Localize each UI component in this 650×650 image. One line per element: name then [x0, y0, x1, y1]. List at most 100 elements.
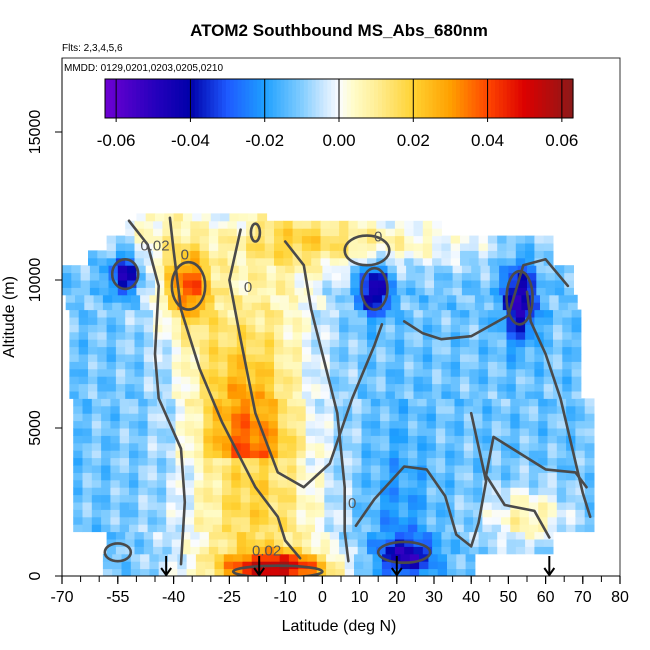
heatmap-cell	[62, 287, 72, 296]
heatmap-cell	[194, 516, 204, 525]
heatmap-cell	[71, 280, 82, 288]
heatmap-cell	[292, 539, 303, 547]
colorbar-segment	[428, 79, 434, 118]
heatmap-cell	[277, 398, 288, 407]
heatmap-cell	[547, 494, 558, 503]
heatmap-cell	[575, 457, 586, 466]
heatmap-cell	[259, 479, 269, 488]
heatmap-cell	[406, 272, 416, 281]
heatmap-cell	[404, 317, 414, 325]
heatmap-cell	[97, 383, 108, 392]
heatmap-cell	[525, 339, 535, 348]
heatmap-cell	[435, 428, 446, 436]
heatmap-cell	[73, 479, 83, 488]
heatmap-cell	[311, 257, 321, 266]
heatmap-cell	[231, 457, 242, 466]
x-axis-tick-label: 20	[388, 589, 406, 606]
heatmap-cell	[519, 428, 530, 436]
heatmap-cell	[367, 368, 377, 377]
heatmap-cell	[246, 317, 256, 325]
heatmap-cell	[508, 287, 519, 296]
heatmap-cell	[387, 265, 398, 274]
heatmap-cell	[389, 413, 400, 422]
heatmap-cell	[91, 435, 102, 444]
heatmap-cell	[208, 243, 219, 251]
heatmap-cell	[313, 272, 323, 281]
heatmap-cell	[264, 257, 275, 266]
heatmap-cell	[450, 391, 461, 399]
heatmap-cell	[428, 302, 439, 311]
heatmap-cell	[547, 524, 558, 533]
heatmap-cell	[194, 398, 204, 407]
colorbar-tick-label: 0.00	[322, 131, 355, 150]
heatmap-cell	[288, 294, 299, 303]
heatmap-cell	[422, 391, 433, 399]
heatmap-cell	[398, 457, 409, 466]
heatmap-cell	[478, 257, 489, 266]
heatmap-cell	[162, 309, 173, 318]
heatmap-cell	[348, 324, 359, 333]
heatmap-cell	[125, 346, 135, 355]
heatmap-cell	[400, 568, 411, 576]
heatmap-cell	[454, 494, 465, 503]
heatmap-cell	[155, 213, 165, 222]
heatmap-cell	[292, 383, 303, 392]
heatmap-cell	[121, 568, 132, 576]
chart-title: ATOM2 Southbound MS_Abs_680nm	[190, 21, 488, 40]
heatmap-cell	[177, 568, 188, 576]
heatmap-cell	[115, 546, 126, 555]
heatmap-cell	[305, 516, 316, 525]
heatmap-cell	[305, 405, 316, 414]
colorbar-segment	[393, 79, 399, 118]
heatmap-cell	[101, 509, 111, 518]
heatmap-cell	[558, 302, 569, 311]
heatmap-cell	[510, 479, 521, 488]
heatmap-cell	[554, 287, 565, 296]
heatmap-cell	[450, 250, 461, 259]
heatmap-cell	[361, 524, 372, 533]
heatmap-cell	[426, 524, 437, 533]
heatmap-cell	[501, 487, 511, 496]
heatmap-cell	[491, 405, 502, 414]
heatmap-cell	[506, 235, 517, 244]
heatmap-cell	[89, 272, 100, 281]
heatmap-cell	[231, 405, 242, 414]
heatmap-cell	[106, 354, 117, 362]
heatmap-cell	[212, 442, 223, 451]
heatmap-cell	[376, 317, 387, 325]
heatmap-cell	[274, 317, 284, 325]
heatmap-cell	[212, 524, 223, 533]
heatmap-cell	[229, 272, 240, 281]
heatmap-cell	[487, 346, 498, 355]
heatmap-cell	[303, 280, 314, 288]
heatmap-cell	[534, 383, 545, 392]
heatmap-cell	[538, 405, 548, 414]
heatmap-cell	[97, 317, 108, 325]
heatmap-cell	[143, 309, 154, 318]
heatmap-cell	[404, 354, 414, 362]
heatmap-cell	[240, 405, 251, 414]
heatmap-cell	[73, 472, 83, 481]
heatmap-cell	[575, 428, 586, 436]
heatmap-cell	[422, 531, 433, 540]
heatmap-cell	[164, 280, 175, 288]
heatmap-cell	[292, 250, 303, 259]
heatmap-cell	[231, 398, 242, 407]
heatmap-cell	[251, 302, 262, 311]
heatmap-cell	[333, 457, 344, 466]
heatmap-cell	[222, 457, 232, 466]
heatmap-cell	[264, 531, 275, 540]
heatmap-cell	[218, 317, 228, 325]
heatmap-cell	[147, 398, 158, 407]
heatmap-cell	[264, 220, 275, 229]
heatmap-cell	[519, 465, 530, 473]
heatmap-cell	[463, 420, 474, 429]
heatmap-cell	[127, 272, 137, 281]
heatmap-cell	[138, 405, 149, 414]
heatmap-cell	[91, 405, 102, 414]
heatmap-cell	[115, 531, 126, 540]
heatmap-cell	[443, 280, 454, 288]
heatmap-cell	[556, 420, 567, 429]
heatmap-cell	[214, 568, 225, 576]
